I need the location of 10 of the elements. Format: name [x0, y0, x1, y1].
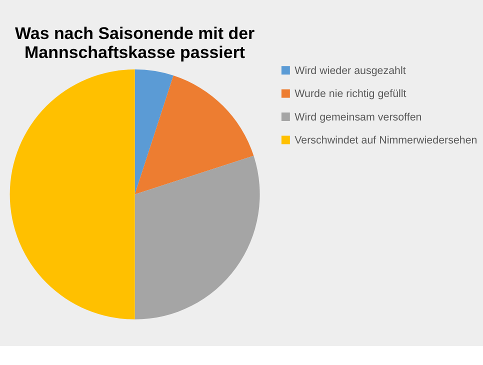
legend-label: Wird gemeinsam versoffen [294, 111, 422, 124]
legend-label: Wird wieder ausgezahlt [294, 64, 406, 77]
pie-slice [134, 69, 174, 194]
pie-slice [10, 69, 135, 320]
text: Was nach Saisonende mit der [15, 24, 255, 44]
legend-label: Verschwindet auf Nimmerwiedersehen [294, 134, 478, 147]
pie-slice [134, 76, 254, 194]
legend-label: Wurde nie richtig gefüllt [294, 88, 406, 100]
text: Mannschaftskasse passiert [24, 42, 246, 62]
pie-slice [134, 156, 260, 320]
